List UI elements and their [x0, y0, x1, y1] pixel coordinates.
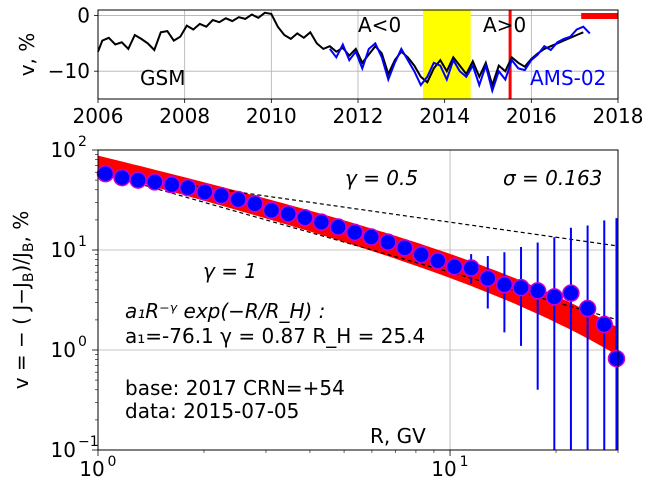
- data-point: [113, 168, 131, 187]
- data-point: [96, 164, 115, 183]
- a-negative-annotation: A<0: [358, 13, 401, 37]
- ams-annotation: AMS-02: [530, 66, 606, 90]
- bottom-x-tick-label: 10: [431, 457, 456, 481]
- base-annotation: base: 2017 CRN=+54: [125, 376, 345, 400]
- top-x-tick-label: 2008: [159, 104, 210, 128]
- data-point: [495, 275, 514, 294]
- data-point: [578, 299, 597, 318]
- bottom-plot-frame: [97, 149, 619, 451]
- data-point: [345, 223, 364, 242]
- gamma-one-annotation: γ = 1: [203, 259, 257, 283]
- top-x-tick-label: 2010: [246, 104, 297, 128]
- ams-series-line: [329, 25, 591, 95]
- data-date-annotation: data: 2015-07-05: [125, 399, 299, 423]
- top-x-tick-label: 2012: [333, 104, 384, 128]
- bottom-y-tick-label: 10: [51, 338, 76, 362]
- data-point: [595, 315, 614, 334]
- data-point: [412, 245, 430, 264]
- fit-formula: a₁R⁻ᵞ exp(−R/R_H) :: [125, 299, 325, 323]
- data-point: [246, 195, 264, 213]
- gsm-annotation: GSM: [140, 66, 185, 90]
- top-y-ticks: 0 −10: [48, 4, 98, 83]
- data-point: [479, 269, 497, 288]
- data-point: [312, 213, 331, 231]
- data-point: [329, 218, 347, 236]
- bottom-x-tick-exponent: 0: [108, 454, 117, 470]
- fit-parameters: a₁=-76.1 γ = 0.87 R_H = 25.4: [125, 324, 425, 348]
- data-point: [545, 288, 564, 306]
- data-point: [146, 173, 164, 191]
- top-x-tick-label: 2018: [593, 104, 644, 128]
- data-point: [462, 259, 480, 277]
- data-point: [528, 282, 547, 300]
- data-point: [395, 239, 414, 257]
- bottom-y-tick-exponent: −1: [78, 434, 99, 450]
- bottom-y-tick-exponent: 2: [78, 134, 87, 150]
- a-positive-annotation: A>0: [483, 13, 526, 37]
- bottom-y-tick-label: 10: [51, 138, 76, 162]
- data-point: [562, 284, 580, 302]
- top-y-axis-label: v, %: [15, 33, 39, 77]
- data-point: [129, 171, 147, 189]
- data-point: [445, 257, 464, 276]
- top-x-tick-label: 2006: [73, 104, 124, 128]
- bottom-x-axis-label: R, GV: [370, 424, 426, 448]
- bottom-x-tick-label: 10: [79, 457, 104, 481]
- bottom-y-tick-exponent: 1: [78, 234, 87, 250]
- data-point: [262, 201, 281, 219]
- data-point: [212, 186, 231, 205]
- top-y-tick-label: −10: [48, 59, 90, 83]
- bottom-y-tick-label: 10: [51, 438, 76, 462]
- top-x-tick-label: 2016: [506, 104, 557, 128]
- fit-band: [98, 155, 618, 356]
- bottom-x-tick-exponent: 1: [460, 454, 469, 470]
- top-y-tick-label: 0: [77, 4, 90, 28]
- bottom-x-ticks: 10 0 10 1: [79, 450, 619, 481]
- data-point: [429, 252, 447, 270]
- data-point: [179, 178, 197, 197]
- data-point: [229, 190, 247, 209]
- bottom-y-axis-label: v = − ( J−JB)/JB, %: [9, 211, 37, 390]
- data-point: [512, 278, 530, 297]
- bottom-y-tick-exponent: 0: [78, 334, 87, 350]
- reversal-band: [423, 10, 471, 99]
- data-points: [96, 164, 626, 368]
- top-x-tick-label: 2014: [419, 104, 470, 128]
- data-point: [296, 209, 314, 227]
- data-point: [279, 205, 297, 223]
- data-point: [195, 183, 214, 201]
- sigma-annotation: σ = 0.163: [503, 166, 602, 190]
- data-point: [362, 228, 380, 246]
- top-panel: 2006 2008 2010 2012 2014 2016 2018 0 −10 v, % G…: [15, 4, 643, 128]
- data-point: [163, 175, 181, 194]
- data-point: [607, 349, 626, 368]
- data-point: [379, 233, 397, 251]
- top-x-ticks: 2006 2008 2010 2012 2014 2016 2018: [73, 99, 644, 128]
- error-bars: [453, 218, 618, 450]
- bottom-y-tick-label: 10: [51, 238, 76, 262]
- gamma-half-annotation: γ = 0.5: [345, 166, 418, 190]
